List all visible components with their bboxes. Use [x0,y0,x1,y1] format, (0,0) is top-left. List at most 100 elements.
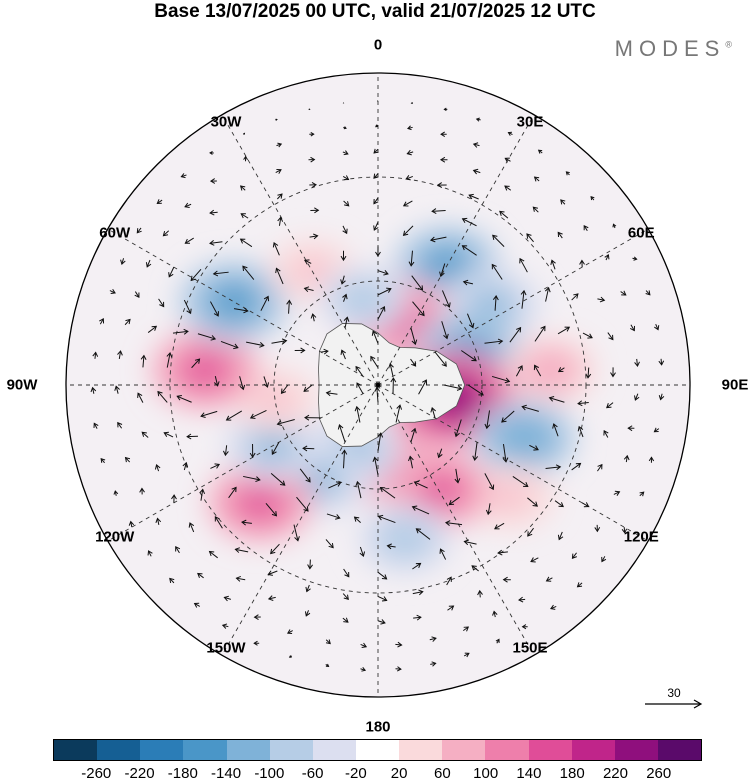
wind-arrow-shaft [377,433,382,451]
wind-arrow-shaft [243,475,260,481]
wind-arrow-shaft [359,546,364,557]
wind-arrow [325,663,330,667]
wind-arrow [461,217,477,227]
wind-arrow [275,168,282,174]
wind-arrow-shaft [484,473,494,490]
anomaly-core [391,527,420,550]
wind-arrow-shaft [277,419,295,425]
wind-arrow-head [139,487,145,493]
wind-arrow [302,445,315,452]
wind-arrow [412,562,422,570]
wind-arrow-head [281,338,288,345]
wind-arrow-shaft [449,496,460,505]
longitude-label: 150E [512,639,548,657]
wind-arrow-shaft [494,522,505,530]
wind-arrow-head [212,270,219,277]
anomaly-core [304,467,334,491]
wind-arrow-shaft [479,590,481,598]
meridian [107,384,379,542]
wind-arrow [175,545,181,554]
wind-arrow [520,289,527,309]
wind-arrow [413,614,422,621]
wind-arrow [443,384,463,391]
wind-arrow [221,623,229,629]
wind-arrow-shaft [183,299,192,314]
wind-arrow-shaft [380,487,396,499]
wind-arrow [325,639,331,645]
wind-arrow [439,156,448,163]
wind-arrow [253,614,261,620]
wind-arrow-shaft [270,543,280,554]
wind-arrow-shaft [515,365,523,377]
wind-arrow-shaft [527,497,538,507]
wind-arrow-head [405,174,411,181]
meridian [377,384,649,542]
colorbar-cell [442,740,486,760]
wind-arrow-head [313,233,319,240]
wind-arrow-shaft [440,263,446,277]
wind-arrow [239,376,246,391]
wind-arrow [462,626,470,632]
wind-arrow [145,259,152,268]
wind-arrow-shaft [529,444,539,451]
wind-arrow-head [583,224,589,231]
wind-arrow [623,454,630,463]
wind-arrow [294,347,306,354]
wind-arrow [437,448,443,459]
wind-arrow-head [373,225,379,231]
wind-arrow [267,570,278,576]
wind-arrow [355,480,362,499]
wind-arrow-shaft [320,350,328,353]
longitude-label: 120W [95,528,135,546]
wind-arrow-shaft [429,637,437,641]
wind-arrow [388,362,394,377]
wind-arrow-head [492,294,499,301]
wind-arrow-head [416,614,422,621]
wind-arrow-head [325,639,331,645]
wind-arrow [276,193,283,200]
wind-arrow [484,338,504,345]
wind-arrow-shaft [418,379,427,395]
wind-arrow-shaft [412,301,425,316]
wind-arrow [277,216,284,226]
wind-arrow-head [302,445,308,452]
anomaly-field [151,225,597,574]
wind-arrow-shaft [447,605,454,611]
wind-arrow-head [516,326,522,333]
wind-arrow-shaft [344,317,348,329]
wind-arrow-shaft [409,456,413,469]
wind-arrow [163,431,174,438]
wind-arrow [654,323,660,331]
wind-arrow-head [560,199,566,205]
wind-arrow-shaft [268,596,276,600]
wind-arrow [168,266,175,278]
wind-arrow-shaft [281,384,289,394]
wind-arrow [521,624,528,630]
wind-arrow-head [99,318,105,324]
wind-arrow-head [411,505,418,511]
colorbar-cell [183,740,227,760]
wind-arrow [533,364,542,377]
wind-arrow [117,350,123,360]
wind-arrow [497,549,508,556]
wind-arrow-shaft [493,611,496,618]
wind-arrow [594,524,601,533]
colorbar-tick-label: 20 [390,765,408,782]
colorbar-tick-label: -140 [211,765,242,782]
wind-arrow-shaft [271,340,287,344]
wind-arrow [550,259,556,270]
wind-arrow [155,517,162,526]
reference-vector-arrow [645,699,703,709]
wind-arrow [548,396,565,403]
wind-arrow-shaft [519,258,528,273]
wind-arrow-head [634,395,640,401]
wind-arrow-head [557,367,564,373]
wind-arrow [472,442,479,461]
wind-arrow [533,176,540,182]
wind-arrow [507,131,513,136]
wind-arrow-shaft [175,546,180,554]
wind-arrow-head [557,231,563,238]
wind-arrow [342,150,349,156]
wind-arrow-head [472,142,479,148]
wind-arrow-head [370,355,376,362]
